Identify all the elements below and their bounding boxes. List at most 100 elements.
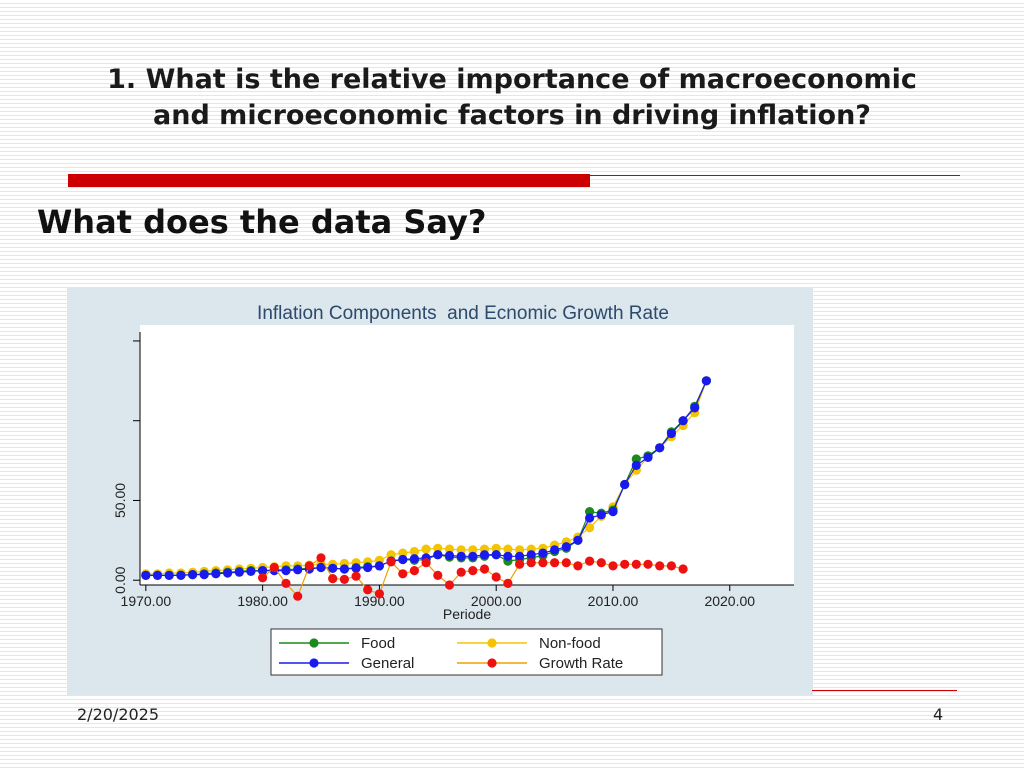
slide-title-line-1: 1. What is the relative importance of ma… bbox=[107, 64, 917, 95]
data-point-growth-rate bbox=[678, 564, 688, 574]
page-number: 4 bbox=[933, 705, 944, 724]
data-point-non-food bbox=[491, 543, 501, 553]
accent-rule-bottom bbox=[812, 690, 957, 691]
data-point-growth-rate bbox=[386, 557, 396, 567]
data-point-non-food bbox=[468, 545, 478, 555]
data-point-food bbox=[585, 507, 595, 517]
data-point-general bbox=[199, 570, 209, 580]
data-point-general bbox=[246, 566, 256, 576]
data-point-growth-rate bbox=[503, 578, 513, 588]
data-point-non-food bbox=[409, 546, 419, 557]
data-point-non-food bbox=[444, 544, 455, 554]
data-point-growth-rate bbox=[304, 561, 314, 571]
data-point-general bbox=[701, 376, 712, 386]
data-point-growth-rate bbox=[596, 558, 606, 568]
data-point-growth-rate bbox=[293, 591, 303, 601]
data-point-general bbox=[561, 542, 571, 552]
data-point-general bbox=[281, 566, 291, 576]
data-point-general bbox=[433, 550, 443, 560]
data-point-growth-rate bbox=[515, 559, 525, 569]
data-point-food bbox=[631, 454, 641, 464]
legend-marker-general bbox=[309, 658, 319, 668]
inflation-growth-chart: Inflation Components and Ecnomic Growth … bbox=[112, 303, 794, 676]
data-point-non-food bbox=[386, 550, 396, 560]
data-point-growth-rate bbox=[561, 558, 571, 568]
data-point-general bbox=[398, 554, 408, 565]
data-point-non-food bbox=[515, 545, 525, 555]
legend-label-food: Food bbox=[361, 635, 395, 652]
x-tick-label: 2000.00 bbox=[471, 593, 522, 609]
data-point-general bbox=[258, 566, 268, 576]
data-point-non-food bbox=[585, 523, 595, 533]
data-point-general bbox=[141, 570, 151, 580]
legend-marker-food bbox=[309, 638, 319, 648]
slide-date: 2/20/2025 bbox=[77, 705, 160, 724]
legend-label-growth-rate: Growth Rate bbox=[539, 655, 623, 672]
data-point-general bbox=[328, 563, 338, 573]
data-point-growth-rate bbox=[526, 558, 536, 568]
data-point-growth-rate bbox=[608, 561, 618, 571]
data-point-general bbox=[351, 563, 361, 573]
data-point-general bbox=[620, 479, 630, 490]
data-point-general bbox=[573, 535, 583, 545]
data-point-general bbox=[491, 550, 501, 560]
data-point-general bbox=[596, 510, 606, 520]
data-point-growth-rate bbox=[328, 574, 338, 584]
data-point-growth-rate bbox=[620, 559, 630, 569]
data-point-growth-rate bbox=[538, 558, 548, 568]
data-point-non-food bbox=[456, 545, 466, 555]
data-point-growth-rate bbox=[468, 566, 478, 576]
data-point-growth-rate bbox=[643, 559, 653, 569]
data-point-growth-rate bbox=[281, 578, 291, 588]
y-tick-label: 0.00 bbox=[112, 566, 128, 593]
data-point-growth-rate bbox=[550, 558, 560, 568]
data-point-general bbox=[234, 567, 244, 577]
data-point-growth-rate bbox=[269, 562, 279, 573]
x-axis-label: Periode bbox=[443, 606, 491, 622]
data-point-growth-rate bbox=[339, 574, 349, 584]
chart-title: Inflation Components and Ecnomic Growth … bbox=[257, 303, 669, 324]
data-point-general bbox=[293, 565, 303, 575]
data-point-general bbox=[643, 452, 653, 462]
data-point-non-food bbox=[503, 544, 513, 554]
slide-subtitle: What does the data Say? bbox=[37, 203, 487, 241]
legend-label-general: General bbox=[361, 655, 414, 672]
x-tick-label: 2020.00 bbox=[704, 593, 755, 609]
data-point-general bbox=[666, 428, 677, 439]
data-point-general bbox=[515, 551, 525, 561]
data-point-general bbox=[631, 460, 641, 470]
data-point-general bbox=[690, 403, 700, 413]
legend-box bbox=[270, 628, 663, 676]
data-point-general bbox=[339, 564, 349, 574]
data-point-general bbox=[363, 562, 373, 573]
x-tick-label: 2010.00 bbox=[588, 593, 639, 609]
data-point-growth-rate bbox=[433, 570, 443, 580]
data-point-growth-rate bbox=[573, 561, 583, 571]
data-point-general bbox=[444, 550, 455, 561]
data-point-non-food bbox=[421, 544, 431, 554]
legend-label-non-food: Non-food bbox=[539, 635, 601, 652]
plot-area bbox=[140, 325, 794, 585]
data-point-general bbox=[176, 570, 186, 580]
data-point-general bbox=[374, 561, 384, 571]
data-point-general bbox=[678, 416, 688, 426]
x-tick-label: 1980.00 bbox=[237, 593, 288, 609]
data-point-growth-rate bbox=[631, 559, 641, 569]
accent-rule-thick bbox=[68, 174, 590, 187]
data-point-growth-rate bbox=[491, 572, 501, 582]
data-point-general bbox=[608, 507, 618, 517]
data-point-general bbox=[211, 569, 221, 579]
data-point-growth-rate bbox=[316, 553, 326, 563]
data-point-growth-rate bbox=[409, 566, 419, 576]
data-point-general bbox=[223, 568, 233, 578]
data-point-growth-rate bbox=[363, 585, 373, 595]
legend-marker-growth-rate bbox=[487, 658, 497, 668]
data-point-general bbox=[468, 551, 478, 561]
legend-marker-non-food bbox=[487, 638, 497, 648]
data-point-general bbox=[503, 551, 513, 561]
accent-rule-thin bbox=[590, 175, 960, 176]
data-point-general bbox=[188, 570, 198, 580]
data-point-general bbox=[152, 570, 163, 580]
chart-panel: Inflation Components and Ecnomic Growth … bbox=[67, 287, 813, 695]
data-point-growth-rate bbox=[421, 558, 431, 568]
